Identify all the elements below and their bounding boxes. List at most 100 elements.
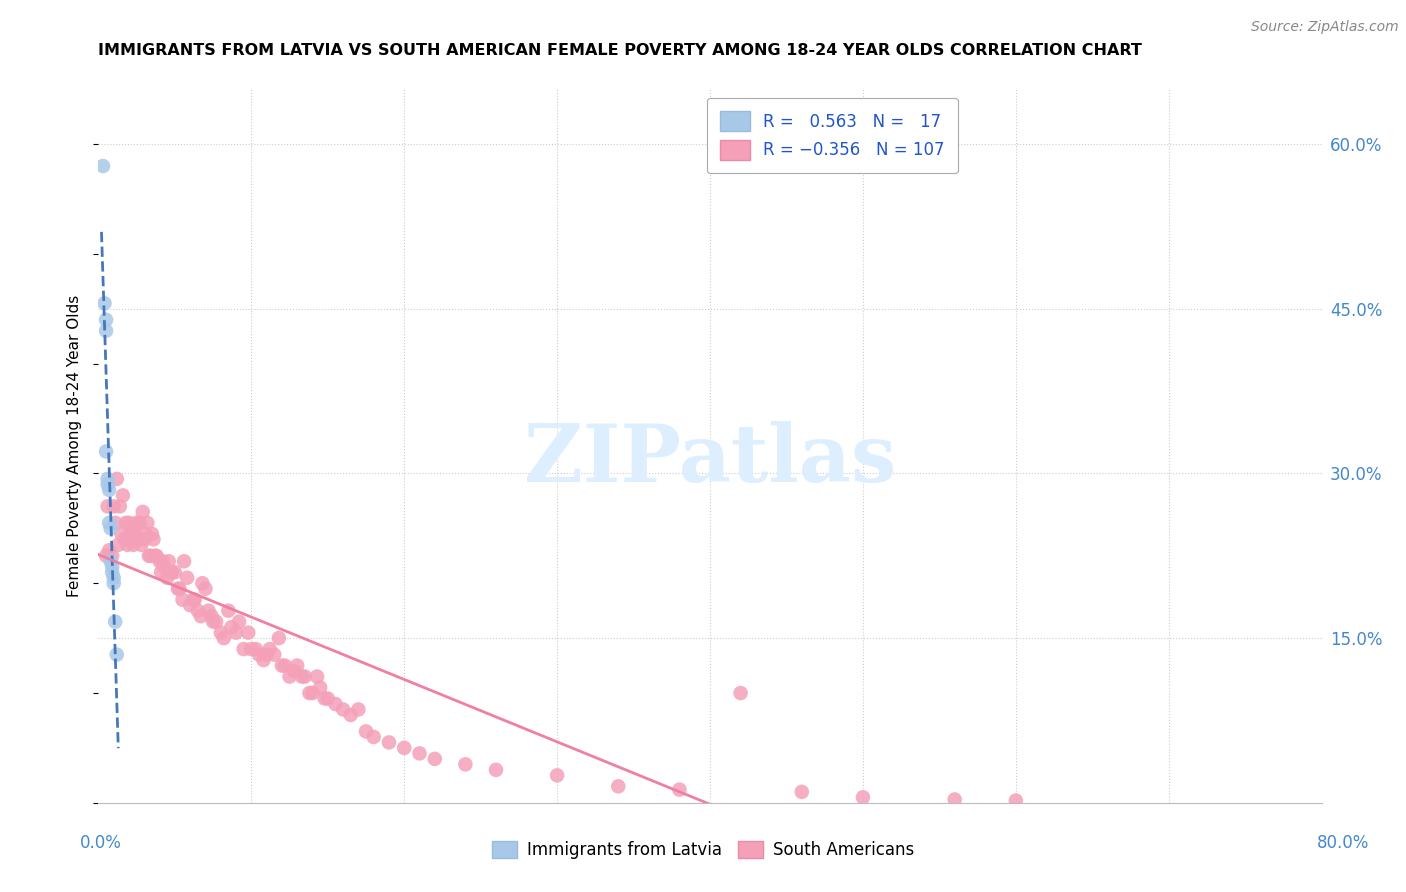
Point — [125, 516, 148, 530]
Point — [139, 549, 162, 563]
Point — [252, 653, 274, 667]
Point — [103, 500, 125, 514]
Point — [157, 554, 180, 568]
Point — [314, 691, 336, 706]
Point — [98, 543, 121, 558]
Point — [228, 615, 250, 629]
Point — [247, 648, 270, 662]
Point — [378, 735, 401, 749]
Point — [97, 500, 120, 514]
Point — [93, 296, 115, 310]
Point — [240, 642, 263, 657]
Point — [187, 604, 209, 618]
Point — [200, 609, 222, 624]
Point — [169, 582, 191, 596]
Point — [122, 538, 145, 552]
Point — [132, 505, 155, 519]
Point — [94, 312, 117, 326]
Point — [152, 554, 174, 568]
Point — [103, 576, 125, 591]
Point — [94, 444, 117, 458]
Point — [97, 477, 120, 491]
Text: ZIPatlas: ZIPatlas — [524, 421, 896, 500]
Point — [104, 615, 127, 629]
Point — [232, 642, 254, 657]
Point — [117, 538, 139, 552]
Point — [105, 472, 128, 486]
Point — [267, 631, 290, 645]
Text: 0.0%: 0.0% — [80, 834, 122, 852]
Point — [285, 658, 308, 673]
Point — [163, 566, 186, 580]
Point — [392, 740, 416, 755]
Point — [454, 757, 477, 772]
Point — [943, 792, 966, 806]
Y-axis label: Female Poverty Among 18-24 Year Olds: Female Poverty Among 18-24 Year Olds — [67, 295, 83, 597]
Point — [129, 538, 152, 552]
Point — [105, 648, 128, 662]
Point — [347, 702, 370, 716]
Point — [107, 538, 129, 552]
Text: Source: ZipAtlas.com: Source: ZipAtlas.com — [1251, 20, 1399, 34]
Point — [274, 658, 297, 673]
Point — [100, 521, 122, 535]
Point — [110, 526, 132, 541]
Point — [217, 604, 239, 618]
Point — [127, 533, 149, 547]
Point — [94, 324, 117, 338]
Point — [153, 559, 176, 574]
Point — [309, 681, 332, 695]
Point — [339, 708, 361, 723]
Point — [145, 549, 167, 563]
Point — [790, 785, 813, 799]
Point — [408, 747, 430, 761]
Point — [100, 554, 122, 568]
Point — [354, 724, 377, 739]
Point — [112, 533, 135, 547]
Point — [205, 615, 228, 629]
Point — [142, 533, 165, 547]
Point — [316, 691, 339, 706]
Point — [98, 483, 121, 497]
Point — [172, 592, 194, 607]
Point — [546, 768, 568, 782]
Point — [363, 730, 385, 744]
Point — [191, 576, 214, 591]
Point — [184, 592, 207, 607]
Text: IMMIGRANTS FROM LATVIA VS SOUTH AMERICAN FEMALE POVERTY AMONG 18-24 YEAR OLDS CO: IMMIGRANTS FROM LATVIA VS SOUTH AMERICAN… — [98, 43, 1142, 58]
Point — [134, 533, 156, 547]
Point — [101, 549, 124, 563]
Point — [283, 664, 305, 678]
Point — [325, 697, 347, 711]
Point — [118, 516, 141, 530]
Point — [111, 488, 134, 502]
Point — [278, 669, 301, 683]
Point — [108, 500, 131, 514]
Point — [668, 782, 690, 797]
Point — [97, 472, 120, 486]
Point — [136, 516, 159, 530]
Point — [852, 790, 875, 805]
Point — [197, 604, 219, 618]
Point — [115, 516, 138, 530]
Point — [173, 554, 195, 568]
Point — [485, 763, 508, 777]
Point — [291, 669, 314, 683]
Point — [181, 592, 204, 607]
Point — [209, 625, 232, 640]
Point — [103, 571, 125, 585]
Point — [307, 669, 329, 683]
Point — [238, 625, 260, 640]
Point — [259, 642, 281, 657]
Point — [91, 159, 114, 173]
Point — [212, 631, 235, 645]
Legend: Immigrants from Latvia, South Americans: Immigrants from Latvia, South Americans — [485, 834, 921, 866]
Point — [294, 669, 316, 683]
Point — [101, 566, 124, 580]
Point — [607, 780, 630, 794]
Point — [104, 516, 127, 530]
Point — [128, 516, 150, 530]
Point — [135, 526, 157, 541]
Point — [176, 571, 198, 585]
Point — [101, 559, 124, 574]
